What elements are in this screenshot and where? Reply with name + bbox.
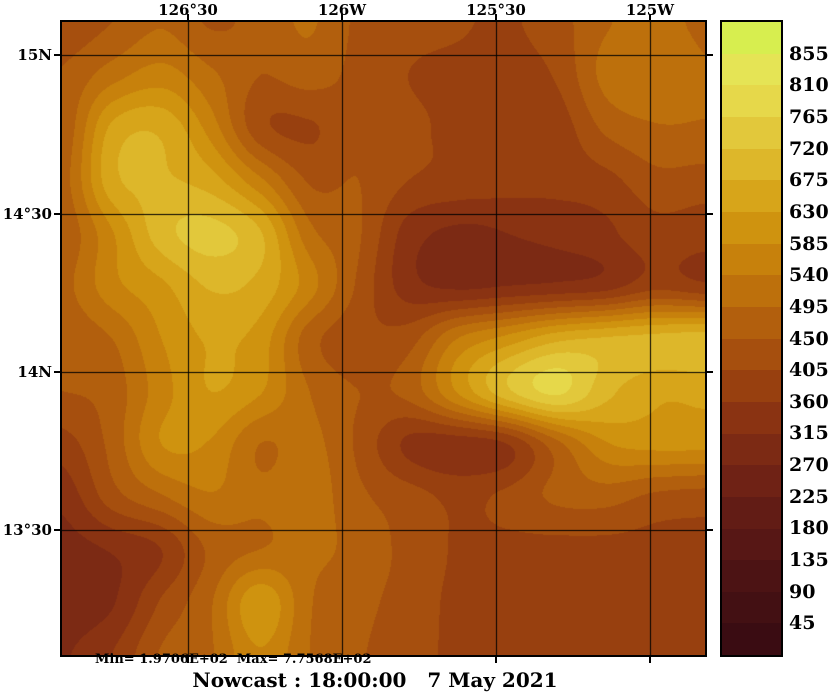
axis-tick-top xyxy=(649,14,652,20)
axis-tick-right xyxy=(707,212,713,215)
axis-tick-left xyxy=(54,53,60,56)
axis-tick-left xyxy=(54,528,60,531)
colorbar-band xyxy=(722,53,781,86)
colorbar-label: 135 xyxy=(789,549,828,572)
y-axis-label: 14°30 xyxy=(2,204,52,223)
y-axis-label: 14N xyxy=(17,363,52,382)
colorbar-band xyxy=(722,465,781,497)
colorbar-band xyxy=(722,370,781,402)
plot-area xyxy=(60,20,707,657)
colorbar-band xyxy=(722,306,781,339)
colorbar-band xyxy=(722,496,781,529)
colorbar-band xyxy=(722,623,781,656)
axis-tick-top xyxy=(341,14,344,20)
colorbar-label: 585 xyxy=(789,232,828,255)
colorbar-band xyxy=(722,591,781,624)
axis-tick-bottom xyxy=(649,657,652,663)
colorbar-label: 315 xyxy=(789,422,828,445)
colorbar-label: 540 xyxy=(789,264,828,287)
colorbar-label: 495 xyxy=(789,295,828,318)
colorbar-label: 225 xyxy=(789,485,828,508)
axis-tick-top xyxy=(187,14,190,20)
y-axis-label: 15N xyxy=(17,45,52,64)
axis-tick-left xyxy=(54,371,60,374)
colorbar-label: 450 xyxy=(789,327,828,350)
figure-caption: Nowcast : 18:00:00 7 May 2021 xyxy=(192,668,558,692)
colorbar-label: 630 xyxy=(789,200,828,223)
colorbar-band xyxy=(722,433,781,466)
colorbar-label: 90 xyxy=(789,580,816,603)
axis-tick-top xyxy=(495,14,498,20)
x-axis-label: 126W xyxy=(317,1,367,19)
colorbar-label: 855 xyxy=(789,42,828,65)
axis-tick-left xyxy=(54,212,60,215)
colorbar-band xyxy=(722,275,781,307)
colorbar-band xyxy=(722,528,781,561)
colorbar-label: 810 xyxy=(789,74,828,97)
x-axis-label: 125W xyxy=(625,1,675,19)
x-axis-label: 125°30 xyxy=(466,1,526,19)
x-axis-label: 126°30 xyxy=(158,1,218,19)
colorbar xyxy=(720,20,783,657)
colorbar-label: 360 xyxy=(789,390,828,413)
axis-tick-bottom xyxy=(341,657,344,663)
axis-tick-bottom xyxy=(495,657,498,663)
axis-tick-right xyxy=(707,528,713,531)
minmax-stats: Min= 1.9706E+02 Max= 7.7568E+02 xyxy=(95,652,372,667)
axis-tick-bottom xyxy=(187,657,190,663)
colorbar-label: 720 xyxy=(789,137,828,160)
y-axis-label: 13°30 xyxy=(2,520,52,539)
colorbar-band xyxy=(722,243,781,276)
colorbar-label: 45 xyxy=(789,612,816,635)
colorbar-band xyxy=(722,338,781,371)
colorbar-label: 675 xyxy=(789,169,828,192)
colorbar-band xyxy=(722,116,781,149)
colorbar-label: 765 xyxy=(789,105,828,128)
colorbar-band xyxy=(722,85,781,117)
colorbar-band xyxy=(722,560,781,592)
colorbar-band xyxy=(722,401,781,434)
colorbar-label: 405 xyxy=(789,359,828,382)
colorbar-band xyxy=(722,180,781,212)
contour-map-canvas xyxy=(62,22,705,655)
axis-tick-right xyxy=(707,53,713,56)
axis-tick-right xyxy=(707,371,713,374)
colorbar-band xyxy=(722,211,781,244)
colorbar-label: 180 xyxy=(789,517,828,540)
colorbar-band xyxy=(722,22,781,54)
colorbar-band xyxy=(722,148,781,181)
colorbar-label: 270 xyxy=(789,454,828,477)
